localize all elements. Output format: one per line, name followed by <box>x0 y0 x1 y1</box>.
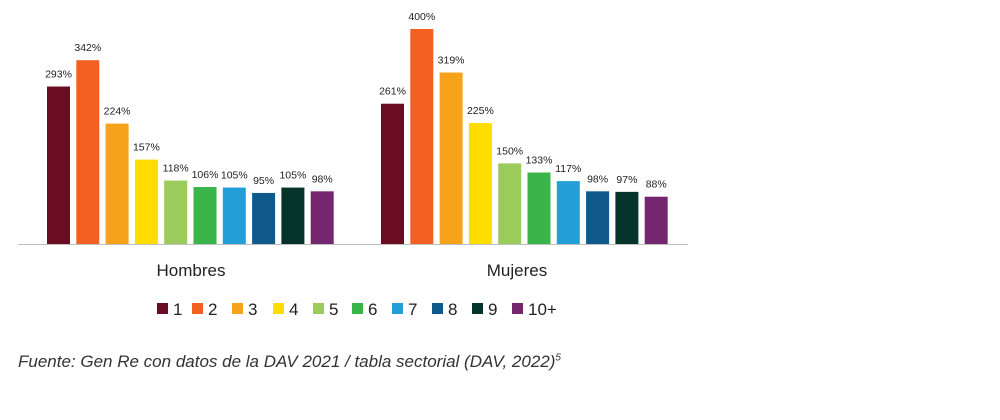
footnote-marker: 5 <box>555 352 561 364</box>
data-label-hombres-2: 342% <box>74 42 101 54</box>
legend-swatch-6 <box>352 303 363 314</box>
data-label-mujeres-10+: 88% <box>646 179 667 191</box>
legend-swatch-5 <box>313 303 324 314</box>
axis-layer: Hombres Mujeres <box>18 244 688 280</box>
legend-swatch-4 <box>273 303 284 314</box>
bar-mujeres-1 <box>381 103 404 245</box>
data-label-mujeres-3: 319% <box>438 55 465 67</box>
category-label-hombres: Hombres <box>157 261 226 280</box>
bar-chart: 293%342%224%157%118%106% 105% 95% 105% 98%26… <box>18 11 688 319</box>
legend-label-5: 5 <box>329 300 338 319</box>
data-label-mujeres-6: 133% <box>526 155 553 167</box>
legend: 1 2 3 4 5 6 7 8 9 10+ <box>157 300 557 319</box>
bar-mujeres-7 <box>556 181 580 244</box>
data-label-hombres-5: 118% <box>163 163 189 175</box>
legend-swatch-9 <box>472 303 483 314</box>
data-label-hombres-1: 293% <box>45 69 72 81</box>
data-label-mujeres-9: 97% <box>616 174 637 186</box>
legend-swatch-10+ <box>512 303 523 314</box>
data-label-hombres-10+: 98% <box>312 173 333 185</box>
legend-label-7: 7 <box>408 300 417 319</box>
bar-mujeres-4 <box>468 123 492 244</box>
bars-layer <box>47 29 668 245</box>
data-label-mujeres-4: 225% <box>467 105 494 117</box>
data-label-mujeres-1: 261% <box>379 86 406 98</box>
bar-hombres-1 <box>47 86 70 244</box>
bar-hombres-6 <box>193 187 217 244</box>
bar-hombres-9 <box>281 187 305 244</box>
bar-hombres-2 <box>76 60 100 244</box>
data-label-hombres-7: 105% <box>221 170 248 182</box>
data-label-hombres-4: 157% <box>133 142 160 154</box>
bar-mujeres-10+ <box>644 196 668 244</box>
data-label-hombres-6: 106% <box>192 169 219 181</box>
legend-label-1: 1 <box>173 300 182 319</box>
legend-label-6: 6 <box>368 300 377 319</box>
bar-hombres-4 <box>134 159 158 244</box>
legend-swatch-1 <box>157 303 168 314</box>
bar-mujeres-9 <box>615 191 639 244</box>
legend-label-8: 8 <box>448 300 457 319</box>
source-footnote: Fuente: Gen Re con datos de la DAV 2021 … <box>18 352 561 372</box>
data-label-mujeres-5: 150% <box>496 145 523 157</box>
bar-mujeres-3 <box>439 72 463 244</box>
legend-label-9: 9 <box>488 300 497 319</box>
legend-swatch-7 <box>392 303 403 314</box>
data-label-mujeres-8: 98% <box>587 173 608 185</box>
bar-mujeres-2 <box>410 29 434 244</box>
legend-label-2: 2 <box>208 300 217 319</box>
bar-hombres-8 <box>252 192 276 244</box>
bar-hombres-10+ <box>310 191 334 244</box>
bar-mujeres-8 <box>586 191 610 244</box>
data-label-hombres-9: 105% <box>279 170 306 182</box>
data-labels-layer: 293%342%224%157%118%106% 105% 95% 105% 98%26… <box>45 11 667 191</box>
legend-label-10+: 10+ <box>528 300 557 319</box>
legend-swatch-3 <box>232 303 243 314</box>
bar-hombres-7 <box>222 187 246 244</box>
data-label-mujeres-2: 400% <box>408 11 435 23</box>
bar-mujeres-6 <box>527 172 551 244</box>
bar-hombres-5 <box>164 180 188 244</box>
legend-label-4: 4 <box>289 300 298 319</box>
legend-swatch-8 <box>432 303 443 314</box>
data-label-hombres-8: 95% <box>253 175 274 187</box>
legend-label-3: 3 <box>248 300 257 319</box>
bar-mujeres-5 <box>498 163 522 244</box>
legend-swatch-2 <box>192 303 203 314</box>
data-label-hombres-3: 224% <box>104 106 131 118</box>
data-label-mujeres-7: 117% <box>555 163 581 175</box>
source-text: Fuente: Gen Re con datos de la DAV 2021 … <box>18 352 556 371</box>
category-label-mujeres: Mujeres <box>487 261 547 280</box>
bar-hombres-3 <box>105 123 129 244</box>
